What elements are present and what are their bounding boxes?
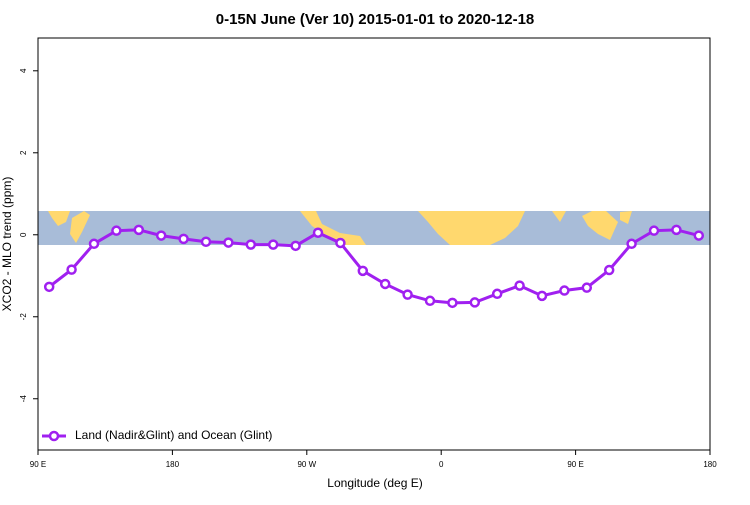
data-point — [335, 237, 346, 249]
x-axis-label: Longitude (deg E) — [327, 476, 422, 490]
data-point — [693, 230, 705, 241]
x-tick-label: 180 — [703, 460, 717, 469]
data-point — [648, 225, 660, 236]
data-point — [581, 282, 593, 293]
data-point — [88, 238, 100, 250]
data-point — [357, 265, 369, 277]
data-point — [626, 238, 637, 250]
data-point — [178, 233, 189, 245]
legend-label: Land (Nadir&Glint) and Ocean (Glint) — [75, 428, 272, 442]
data-point — [402, 289, 413, 300]
data-point — [671, 224, 682, 236]
x-tick-label: 90 E — [567, 460, 583, 469]
plot-frame — [37, 37, 711, 451]
legend-marker — [48, 430, 60, 442]
data-point — [536, 290, 548, 302]
y-tick-label: 4 — [19, 68, 28, 73]
data-point — [43, 281, 55, 293]
data-point — [491, 288, 503, 300]
chart-title: 0-15N June (Ver 10) 2015-01-01 to 2020-1… — [216, 11, 535, 28]
y-tick-label: 0 — [19, 232, 28, 237]
data-point — [200, 236, 212, 247]
data-point — [312, 227, 324, 238]
x-tick-label: 90 W — [297, 460, 316, 469]
y-tick-label: 2 — [19, 150, 28, 155]
data-point — [290, 240, 301, 252]
data-point — [603, 264, 615, 276]
data-point — [514, 280, 525, 291]
data-point — [469, 297, 481, 308]
data-point — [155, 230, 167, 241]
data-point — [424, 295, 436, 307]
y-axis-label: XCO2 - MLO trend (ppm) — [0, 177, 14, 312]
x-tick-label: 180 — [166, 460, 180, 469]
data-point — [559, 285, 570, 296]
map-band — [38, 211, 710, 245]
data-point — [379, 278, 391, 290]
data-point — [245, 239, 257, 250]
data-point — [66, 264, 77, 275]
x-tick-label: 0 — [439, 460, 444, 469]
data-point — [447, 297, 458, 309]
x-tick-label: 90 E — [30, 460, 46, 469]
data-point — [133, 224, 145, 236]
y-tick-label: -4 — [19, 395, 28, 403]
data-point — [223, 237, 234, 248]
y-tick-label: -2 — [19, 313, 28, 321]
data-point — [267, 239, 279, 250]
data-point — [111, 225, 122, 236]
